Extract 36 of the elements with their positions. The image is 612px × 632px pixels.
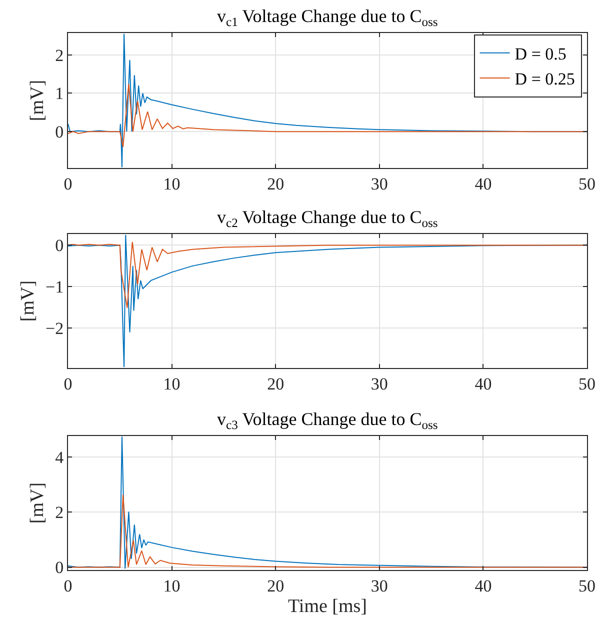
y-tick-label: 1 bbox=[55, 84, 64, 104]
y-axis-title: [mV] bbox=[26, 482, 48, 524]
x-tick-label: 40 bbox=[474, 374, 492, 394]
x-tick-label: 20 bbox=[267, 576, 284, 596]
x-tick-label: 10 bbox=[163, 174, 180, 194]
x-tick-label: 30 bbox=[370, 174, 388, 194]
y-tick-label: −1 bbox=[46, 278, 64, 297]
line-series bbox=[68, 33, 587, 168]
x-tick-label: 50 bbox=[578, 174, 596, 194]
y-tick-label: 0 bbox=[55, 122, 64, 142]
x-tick-label: 30 bbox=[370, 576, 388, 596]
legend-label: D = 0.25 bbox=[514, 70, 575, 89]
x-tick-label: 50 bbox=[578, 374, 596, 394]
x-tick-label: 20 bbox=[267, 374, 284, 394]
chart-title: v$_{c2}$ Voltage Change due to C$_{oss}$ bbox=[217, 207, 438, 230]
chart-title: v$_{c1}$ Voltage Change due to C$_{oss}$ bbox=[217, 6, 438, 29]
y-tick-label: 2 bbox=[55, 46, 64, 65]
line-series bbox=[68, 436, 587, 570]
line-series bbox=[68, 234, 587, 368]
x-tick-label: 50 bbox=[578, 576, 596, 596]
y-axis-title: [mV] bbox=[17, 280, 38, 322]
y-tick-label: 2 bbox=[55, 503, 64, 522]
legend-label: D = 0.5 bbox=[514, 44, 566, 64]
y-tick-label: −2 bbox=[46, 319, 64, 338]
x-tick-label: 40 bbox=[474, 174, 492, 194]
y-tick-label: 0 bbox=[55, 558, 64, 578]
x-tick-label: 40 bbox=[474, 576, 492, 596]
y-tick-label: 4 bbox=[55, 448, 64, 468]
x-tick-label: 10 bbox=[163, 374, 180, 394]
x-axis-title: Time [ms] bbox=[288, 596, 368, 618]
x-tick-label: 10 bbox=[163, 576, 180, 596]
x-tick-label: 30 bbox=[370, 374, 388, 394]
y-tick-label: 0 bbox=[55, 236, 64, 256]
y-axis-title: [mV] bbox=[26, 80, 48, 122]
chart-title: v$_{c3}$ Voltage Change due to C$_{oss}$ bbox=[217, 409, 438, 432]
x-tick-label: 20 bbox=[267, 174, 284, 194]
